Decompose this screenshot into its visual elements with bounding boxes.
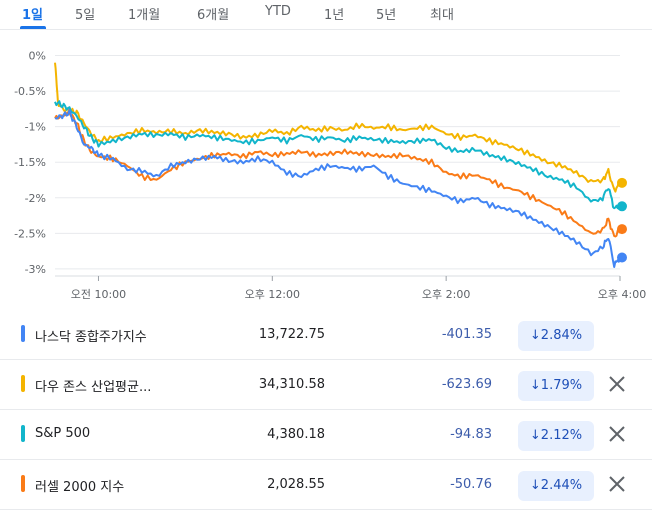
series-end-point <box>617 224 627 235</box>
chart-series <box>54 62 627 268</box>
index-price: 2,028.55 <box>267 477 325 492</box>
series-color-marker <box>21 375 25 392</box>
percent-change-badge: ↓2.84% <box>518 321 594 351</box>
close-icon[interactable] <box>606 372 628 396</box>
index-price: 13,722.75 <box>258 327 325 342</box>
y-tick-label: -3% <box>25 263 46 276</box>
index-row-dow[interactable]: 다우 존스 산업평균... 34,310.58 -623.69 ↓1.79% <box>0 360 652 410</box>
arrow-down-icon: ↓ <box>529 478 541 493</box>
x-tick-label: 오후 12:00 <box>245 288 300 301</box>
index-change: -94.83 <box>450 427 492 442</box>
tab-5d[interactable]: 5일 <box>75 8 96 23</box>
tab-1m[interactable]: 1개월 <box>128 8 161 23</box>
index-name: 러셀 2000 지수 <box>35 480 125 495</box>
percent-change-badge: ↓2.44% <box>518 471 594 501</box>
x-tick-label: 오전 10:00 <box>71 288 126 301</box>
index-price: 4,380.18 <box>267 427 325 442</box>
index-change: -623.69 <box>441 377 492 392</box>
y-tick-label: -0.5% <box>14 85 46 98</box>
tab-1d[interactable]: 1일 <box>22 8 44 23</box>
x-tick-label: 오후 2:00 <box>422 288 470 301</box>
arrow-down-icon: ↓ <box>529 428 541 443</box>
series-line <box>54 62 621 193</box>
chart-grid <box>55 55 620 277</box>
y-tick-label: 0% <box>29 50 46 63</box>
series-line <box>54 100 621 210</box>
tab-1y[interactable]: 1년 <box>324 8 345 23</box>
tab-ytd[interactable]: YTD <box>265 4 291 19</box>
series-color-marker <box>21 425 25 442</box>
y-tick-label: -1% <box>25 121 46 134</box>
series-line <box>54 108 621 268</box>
index-name: S&P 500 <box>35 426 91 441</box>
active-tab-indicator <box>20 26 46 29</box>
tab-5y[interactable]: 5년 <box>376 8 397 23</box>
arrow-down-icon: ↓ <box>529 328 541 343</box>
index-change: -50.76 <box>450 477 492 492</box>
index-row-nasdaq[interactable]: 나스닥 종합주가지수 13,722.75 -401.35 ↓2.84% <box>0 310 652 360</box>
index-change: -401.35 <box>441 327 492 342</box>
x-tick-label: 오후 4:00 <box>598 288 646 301</box>
close-icon[interactable] <box>606 472 628 496</box>
tab-6m[interactable]: 6개월 <box>197 8 230 23</box>
index-line-chart[interactable]: 0% -0.5% -1% -1.5% -2% -2.5% -3% 오전 10:00 오후 12… <box>0 36 652 306</box>
index-row-russell[interactable]: 러셀 2000 지수 2,028.55 -50.76 ↓2.44% <box>0 460 652 510</box>
arrow-down-icon: ↓ <box>529 378 541 393</box>
y-tick-label: -2% <box>25 192 46 205</box>
percent-change-badge: ↓2.12% <box>518 421 594 451</box>
close-icon[interactable] <box>606 422 628 446</box>
index-price: 34,310.58 <box>258 377 325 392</box>
series-end-point <box>617 177 627 188</box>
time-range-tabs: 1일 5일 1개월 6개월 YTD 1년 5년 최대 <box>0 0 652 34</box>
series-color-marker <box>21 475 25 492</box>
tabs-divider <box>0 29 652 30</box>
y-axis-ticks: 0% -0.5% -1% -1.5% -2% -2.5% -3% <box>14 50 46 276</box>
index-row-sp500[interactable]: S&P 500 4,380.18 -94.83 ↓2.12% <box>0 410 652 460</box>
tab-max[interactable]: 최대 <box>430 8 454 23</box>
y-tick-label: -1.5% <box>14 156 46 169</box>
series-end-point <box>617 252 627 263</box>
y-tick-label: -2.5% <box>14 227 46 240</box>
index-name: 나스닥 종합주가지수 <box>35 330 147 345</box>
series-end-point <box>617 201 627 212</box>
series-color-marker <box>21 325 25 342</box>
index-name: 다우 존스 산업평균... <box>35 380 152 395</box>
percent-change-badge: ↓1.79% <box>518 371 594 401</box>
x-axis-ticks: 오전 10:00 오후 12:00 오후 2:00 오후 4:00 <box>71 276 646 301</box>
